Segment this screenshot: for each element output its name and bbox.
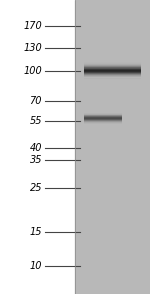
Text: 35: 35 [30, 155, 42, 165]
Text: 40: 40 [30, 143, 42, 153]
Bar [75, 0, 150, 294]
Text: 130: 130 [23, 43, 42, 53]
Text: 10: 10 [30, 261, 42, 271]
Text: 25: 25 [30, 183, 42, 193]
Text: 15: 15 [30, 227, 42, 237]
Text: 170: 170 [23, 21, 42, 31]
Text: 70: 70 [30, 96, 42, 106]
Text: 55: 55 [30, 116, 42, 126]
Bar [0, 0, 75, 294]
Text: 100: 100 [23, 66, 42, 76]
